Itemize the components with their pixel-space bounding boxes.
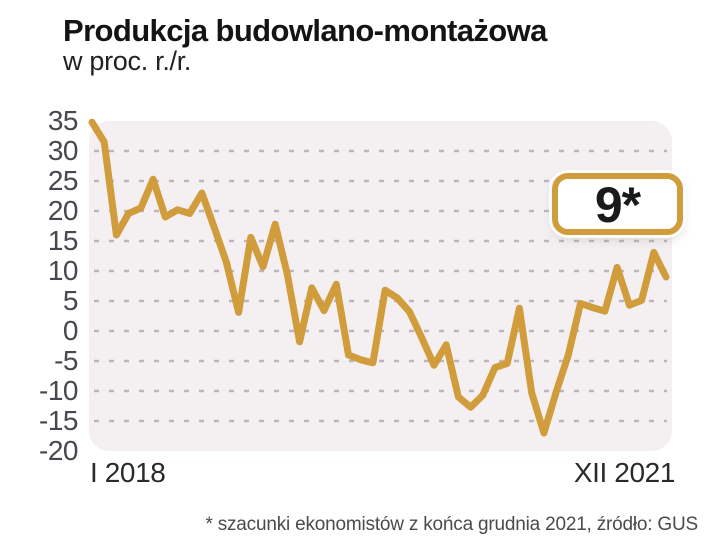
y-axis-label: 35 [47,105,79,136]
y-axis-label: 20 [47,195,79,226]
y-axis-label: 15 [47,225,79,256]
y-axis-label: -5 [54,345,78,376]
x-axis-label-end: XII 2021 [573,457,676,488]
y-axis-label: -15 [39,405,78,436]
y-axis-label: 30 [47,135,79,166]
footnote: * szacunki ekonomistów z końca grudnia 2… [205,514,698,535]
data-line-produkcja [88,118,670,437]
y-axis-label: 25 [47,165,79,196]
line-chart [88,118,670,437]
estimate-callout-value: 9* [594,177,641,233]
y-axis-label: -10 [39,375,78,406]
y-axis-label: 0 [62,315,79,346]
y-axis-label: 10 [47,255,79,286]
x-axis-label-start: I 2018 [90,457,166,488]
y-axis-label: 5 [62,285,79,316]
chart-subtitle: w proc. r./r. [63,46,192,76]
chart-title: Produkcja budowlano-montażowa [63,13,547,48]
y-axis-label: -20 [39,435,78,466]
estimate-callout: 9* [552,173,683,235]
